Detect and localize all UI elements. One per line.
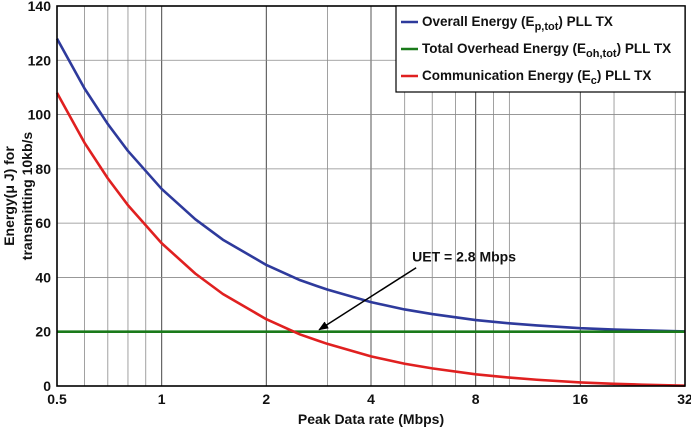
x-tick-label: 2 bbox=[262, 391, 270, 407]
annotation-layer: UET = 2.8 Mbps bbox=[318, 249, 516, 331]
annotation-label: UET = 2.8 Mbps bbox=[412, 249, 516, 265]
y-tick-label: 20 bbox=[35, 324, 51, 340]
x-tick-label: 4 bbox=[367, 391, 375, 407]
y-tick-label: 120 bbox=[28, 52, 52, 68]
x-tick-label: 8 bbox=[472, 391, 480, 407]
series-layer bbox=[55, 37, 686, 388]
legend-label-2: Communication Energy (Ec) PLL TX bbox=[422, 68, 651, 87]
x-tick-label: 32 bbox=[677, 391, 691, 407]
y-axis-title: Energy(μ J) for transmitting 10kb/s bbox=[1, 132, 35, 261]
x-tick-label: 1 bbox=[158, 391, 166, 407]
series-line-0 bbox=[55, 37, 686, 333]
x-tick-label: 0.5 bbox=[47, 391, 67, 407]
y-tick-label: 140 bbox=[28, 0, 52, 14]
y-tick-label: 0 bbox=[43, 378, 51, 394]
series-line-2 bbox=[55, 92, 686, 388]
x-axis-title: Peak Data rate (Mbps) bbox=[298, 411, 444, 427]
y-axis-title-line1: Energy(μ J) for bbox=[1, 146, 17, 246]
x-tick-label: 16 bbox=[573, 391, 589, 407]
legend-label-1: Total Overhead Energy (Eoh,tot) PLL TX bbox=[422, 41, 671, 60]
tick-label-layer: 0.5 1 2 4 8 16 32 0 20 40 60 80 100 120 140 bbox=[28, 0, 691, 407]
annotation-arrow bbox=[318, 267, 417, 331]
legend-box bbox=[395, 5, 686, 93]
y-tick-label: 60 bbox=[35, 215, 51, 231]
y-tick-label: 40 bbox=[35, 269, 51, 285]
y-tick-label: 80 bbox=[35, 161, 51, 177]
y-axis-title-line2: transmitting 10kb/s bbox=[19, 132, 35, 261]
plot-frame bbox=[56, 5, 686, 387]
legend: Overall Energy (Ep,tot) PLL TX Total Over… bbox=[395, 5, 686, 93]
y-tick-label: 100 bbox=[28, 107, 52, 123]
legend-label-0: Overall Energy (Ep,tot) PLL TX bbox=[422, 14, 613, 33]
